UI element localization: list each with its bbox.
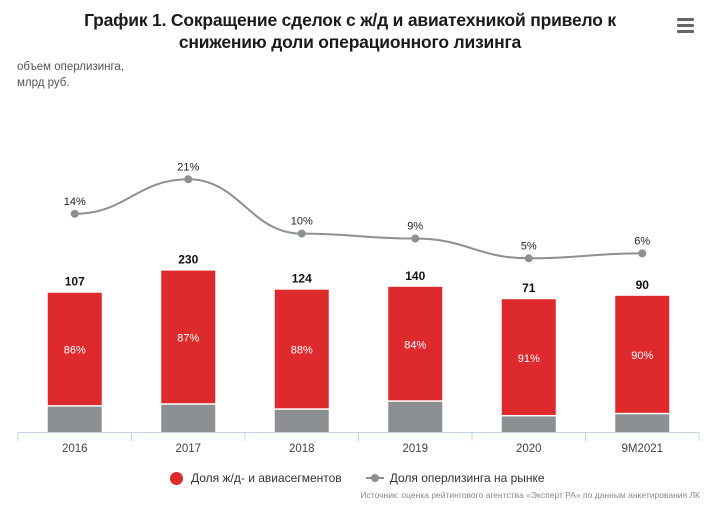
bar-total-label: 107 (65, 275, 85, 289)
legend-line-marker-icon (365, 473, 384, 483)
bar-total-label: 124 (292, 272, 312, 286)
market-share-point (297, 229, 306, 238)
y-axis-label-line-1: объем оперлизинга, (17, 61, 125, 73)
legend: Доля ж/д- и авиасегментов Доля оперлизин… (170, 471, 569, 485)
market-share-label: 10% (291, 216, 313, 228)
bar-segment-other (274, 409, 329, 432)
market-share-label: 5% (521, 240, 537, 252)
bar-total-label: 140 (405, 269, 425, 283)
market-share-point (411, 234, 420, 243)
x-tick-label: 9M2021 (621, 443, 663, 455)
bar-segment-other (615, 414, 670, 432)
bar-segment-rail-air (501, 299, 556, 415)
legend-item-segments[interactable]: Доля ж/д- и авиасегментов (170, 471, 342, 485)
market-share-label: 21% (177, 161, 199, 173)
bar-segment-other (501, 416, 556, 432)
bar-total-label: 71 (522, 281, 536, 295)
bar-share-label: 88% (291, 345, 313, 357)
market-share-point (524, 254, 533, 263)
market-share-point (184, 175, 193, 184)
bar-share-label: 90% (631, 350, 653, 362)
hamburger-menu-icon[interactable] (677, 17, 695, 33)
legend-red-dot-icon (170, 471, 183, 485)
x-tick-label: 2020 (516, 443, 542, 455)
bar-segment-other (47, 406, 102, 432)
bar-segment-other (388, 401, 443, 432)
y-axis-label: объем оперлизинга, млрд руб. (17, 59, 124, 91)
y-axis-label-line-2: млрд руб. (17, 77, 70, 89)
legend-item-market-share[interactable]: Доля оперлизинга на рынке (365, 471, 545, 485)
legend-label-segments: Доля ж/д- и авиасегментов (191, 471, 342, 485)
bar-share-label: 87% (177, 333, 199, 345)
bar-segment-rail-air (615, 295, 670, 413)
market-share-line (74, 178, 643, 260)
legend-label-market-share: Доля оперлизинга на рынке (389, 471, 545, 485)
market-share-point (70, 209, 79, 218)
x-tick-label: 2017 (175, 443, 201, 455)
bar-segment-other (161, 404, 216, 432)
bar-share-label: 84% (404, 339, 426, 351)
chart-title: График 1. Сокращение сделок с ж/д и авиа… (84, 10, 616, 52)
x-tick-label: 2019 (402, 443, 428, 455)
bar-total-label: 90 (636, 278, 650, 292)
bar-segment-rail-air (274, 289, 329, 409)
market-share-label: 14% (64, 196, 86, 208)
market-share-label: 6% (634, 235, 650, 247)
x-tick-label: 2018 (289, 443, 315, 455)
bar-total-label: 230 (178, 253, 198, 267)
bar-share-label: 91% (518, 353, 540, 365)
x-tick-label: 2016 (62, 443, 88, 455)
bar-segment-rail-air (388, 286, 443, 401)
source-note: Источник: оценка рейтингового агентства … (360, 490, 700, 500)
market-share-point (638, 249, 647, 258)
bar-segment-rail-air (161, 270, 216, 404)
bar-share-label: 86% (64, 345, 86, 357)
bar-segment-rail-air (47, 292, 102, 406)
market-share-label: 9% (407, 221, 423, 233)
